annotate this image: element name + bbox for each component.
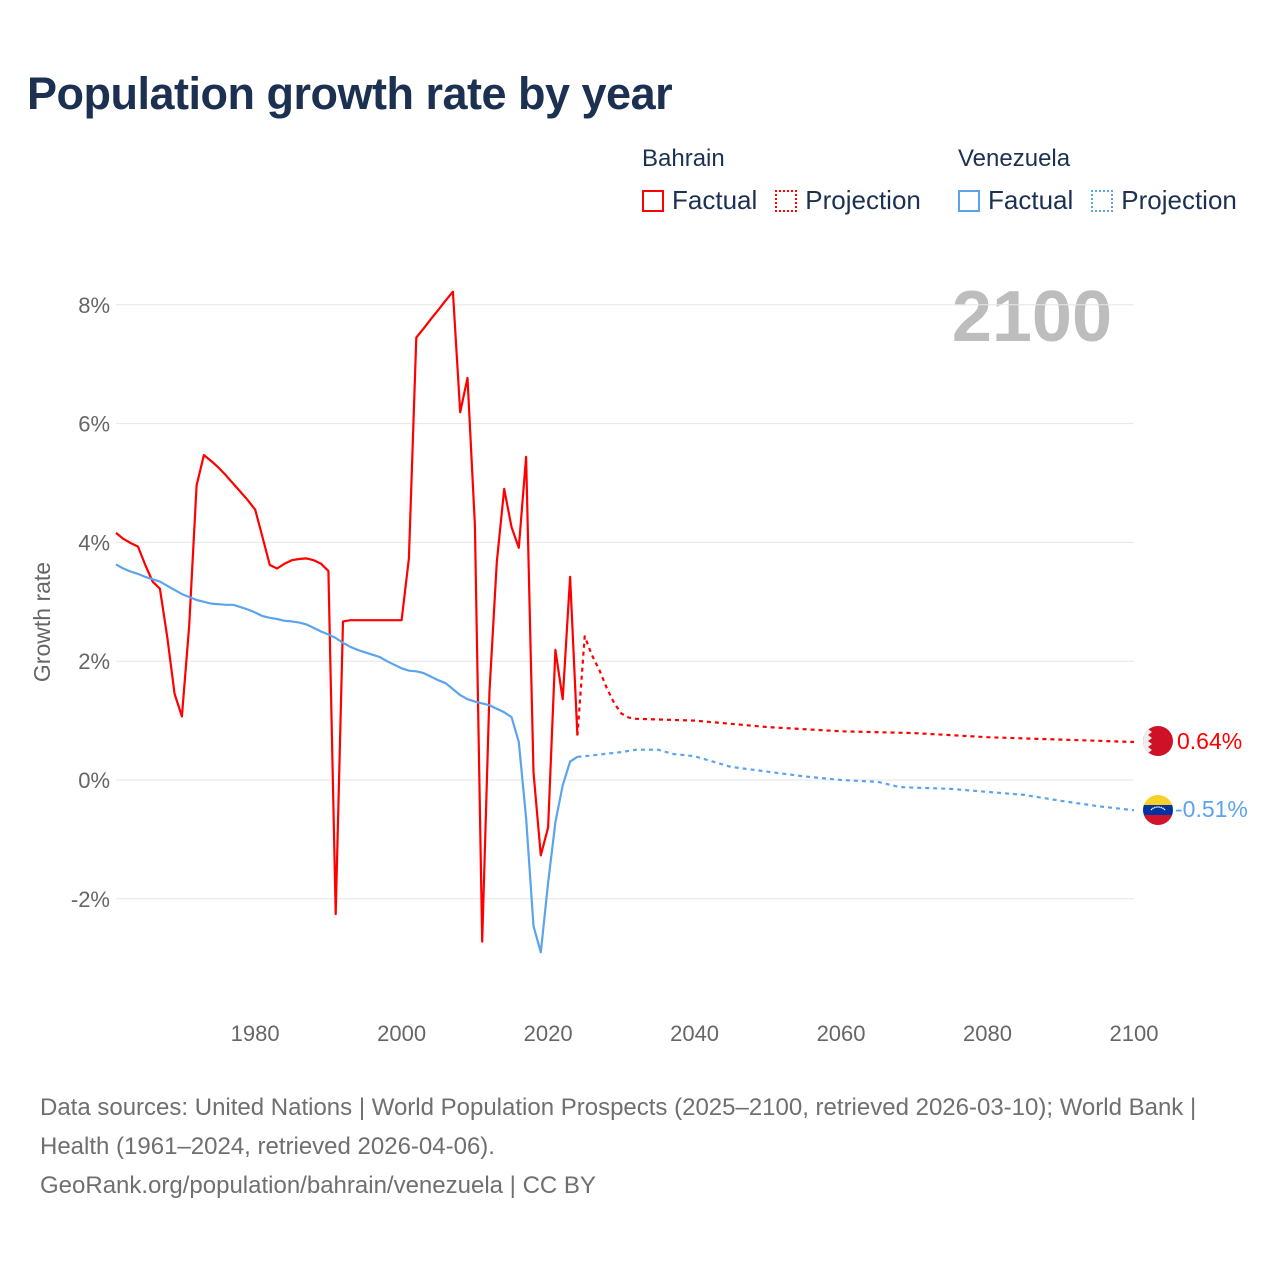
- x-tick-label: 2040: [670, 1021, 719, 1046]
- y-tick-label: -2%: [71, 887, 110, 912]
- star-icon: [1158, 806, 1160, 808]
- x-tick-label: 2080: [963, 1021, 1012, 1046]
- bahrain-factual-line: [115, 290, 579, 943]
- star-icon: [1156, 806, 1158, 808]
- chart-title: Population growth rate by year: [27, 68, 673, 119]
- legend-group-venezuela: Venezuela: [958, 145, 1071, 172]
- legend-row-bahrain: Factual Projection: [642, 185, 939, 216]
- venezuela-factual-line: [115, 563, 579, 954]
- star-icon: [1152, 807, 1154, 810]
- y-tick-label: 8%: [78, 293, 110, 318]
- star-icon: [1163, 808, 1166, 811]
- x-tick-label: 2020: [524, 1021, 573, 1046]
- x-tick-label: 2000: [377, 1021, 426, 1046]
- x-tick-label: 1980: [231, 1021, 280, 1046]
- y-tick-label: 6%: [78, 412, 110, 437]
- solid-swatch-icon: [642, 189, 664, 212]
- solid-swatch-icon: [958, 189, 980, 212]
- legend-bahrain-factual[interactable]: Factual: [642, 185, 757, 216]
- y-axis-label: Growth rate: [29, 562, 55, 682]
- star-icon: [1154, 806, 1156, 809]
- credit-link[interactable]: GeoRank.org/population/bahrain/venezuela…: [40, 1172, 596, 1199]
- legend-venezuela-factual[interactable]: Factual: [958, 185, 1073, 216]
- legend-label: Factual: [672, 185, 758, 215]
- x-tick-label: 2060: [817, 1021, 866, 1046]
- legend-venezuela-projection[interactable]: Projection: [1091, 185, 1237, 216]
- venezuela-projection-line: [577, 748, 1135, 812]
- dotted-swatch-icon: [775, 189, 798, 212]
- data-sources: Data sources: United Nations | World Pop…: [40, 1094, 1197, 1160]
- bahrain-flag-icon: [1143, 726, 1173, 756]
- legend-label: Projection: [1121, 185, 1237, 215]
- venezuela-flag-icon: [1143, 795, 1173, 825]
- legend-group-bahrain: Bahrain: [642, 145, 725, 172]
- star-icon: [1150, 808, 1153, 811]
- venezuela-end-label: -0.51%: [1175, 796, 1248, 822]
- bahrain-projection-line: [576, 635, 1135, 744]
- year-display: 2100: [951, 277, 1112, 357]
- star-icon: [1162, 807, 1164, 810]
- star-icon: [1160, 806, 1162, 809]
- legend-label: Factual: [988, 185, 1074, 215]
- legend-bahrain-projection[interactable]: Projection: [775, 185, 921, 216]
- legend-row-venezuela: Factual Projection: [958, 185, 1255, 216]
- y-tick-label: 2%: [78, 649, 110, 674]
- x-tick-label: 2100: [1110, 1021, 1159, 1046]
- bahrain-end-label: 0.64%: [1177, 728, 1242, 754]
- footer: Data sources: United Nations | World Pop…: [40, 1088, 1240, 1205]
- legend-label: Projection: [805, 185, 921, 215]
- y-tick-label: 0%: [78, 768, 110, 793]
- y-tick-label: 4%: [78, 530, 110, 555]
- dotted-swatch-icon: [1091, 189, 1114, 212]
